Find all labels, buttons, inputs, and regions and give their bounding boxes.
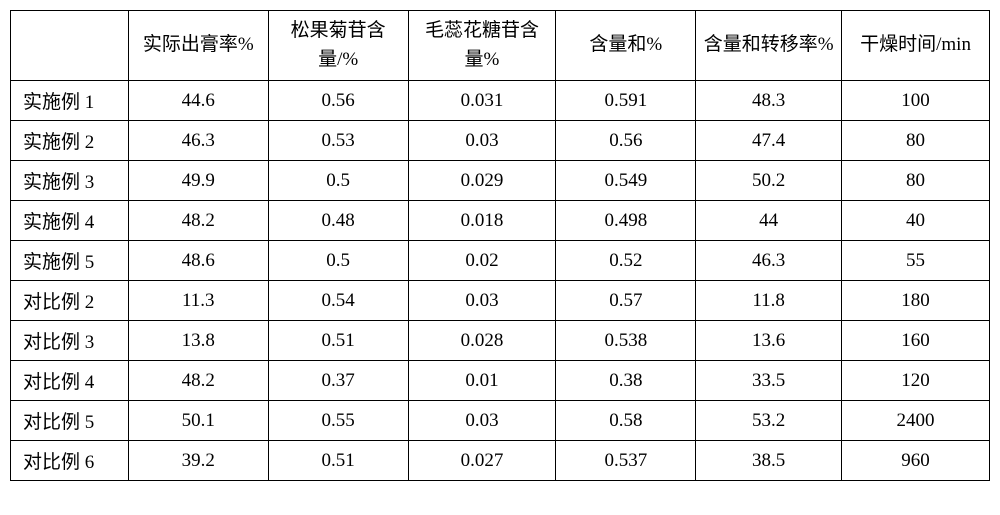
cell: 0.029 [408, 161, 556, 201]
cell: 80 [842, 161, 990, 201]
cell: 0.53 [268, 121, 408, 161]
header-cell-content-sum: 含量和% [556, 11, 696, 81]
row-label: 实施例 1 [11, 81, 129, 121]
row-label: 实施例 3 [11, 161, 129, 201]
cell: 50.1 [128, 401, 268, 441]
header-cell-transfer-rate: 含量和转移率% [696, 11, 842, 81]
header-cell-verbascoside: 毛蕊花糖苷含量% [408, 11, 556, 81]
cell: 13.8 [128, 321, 268, 361]
cell: 0.537 [556, 441, 696, 481]
table-row: 实施例 1 44.6 0.56 0.031 0.591 48.3 100 [11, 81, 990, 121]
cell: 180 [842, 281, 990, 321]
cell: 0.03 [408, 121, 556, 161]
cell: 0.51 [268, 441, 408, 481]
row-label: 实施例 5 [11, 241, 129, 281]
data-table: 实际出膏率% 松果菊苷含量/% 毛蕊花糖苷含量% 含量和% 含量和转移率% 干燥… [10, 10, 990, 481]
cell: 0.538 [556, 321, 696, 361]
cell: 2400 [842, 401, 990, 441]
table-row: 实施例 5 48.6 0.5 0.02 0.52 46.3 55 [11, 241, 990, 281]
cell: 44 [696, 201, 842, 241]
cell: 55 [842, 241, 990, 281]
header-cell-label [11, 11, 129, 81]
cell: 0.48 [268, 201, 408, 241]
cell: 0.55 [268, 401, 408, 441]
cell: 50.2 [696, 161, 842, 201]
cell: 48.6 [128, 241, 268, 281]
cell: 48.2 [128, 201, 268, 241]
row-label: 实施例 2 [11, 121, 129, 161]
table-row: 实施例 2 46.3 0.53 0.03 0.56 47.4 80 [11, 121, 990, 161]
header-cell-yield: 实际出膏率% [128, 11, 268, 81]
cell: 0.52 [556, 241, 696, 281]
cell: 0.54 [268, 281, 408, 321]
cell: 120 [842, 361, 990, 401]
cell: 0.03 [408, 401, 556, 441]
cell: 0.5 [268, 241, 408, 281]
cell: 0.03 [408, 281, 556, 321]
cell: 0.027 [408, 441, 556, 481]
cell: 0.498 [556, 201, 696, 241]
row-label: 对比例 3 [11, 321, 129, 361]
row-label: 对比例 5 [11, 401, 129, 441]
cell: 0.031 [408, 81, 556, 121]
cell: 0.018 [408, 201, 556, 241]
cell: 0.549 [556, 161, 696, 201]
cell: 0.38 [556, 361, 696, 401]
cell: 0.57 [556, 281, 696, 321]
cell: 0.5 [268, 161, 408, 201]
cell: 39.2 [128, 441, 268, 481]
cell: 46.3 [128, 121, 268, 161]
row-label: 对比例 4 [11, 361, 129, 401]
table-header-row: 实际出膏率% 松果菊苷含量/% 毛蕊花糖苷含量% 含量和% 含量和转移率% 干燥… [11, 11, 990, 81]
cell: 0.591 [556, 81, 696, 121]
table-body: 实施例 1 44.6 0.56 0.031 0.591 48.3 100 实施例… [11, 81, 990, 481]
row-label: 实施例 4 [11, 201, 129, 241]
table-row: 实施例 3 49.9 0.5 0.029 0.549 50.2 80 [11, 161, 990, 201]
table-row: 对比例 3 13.8 0.51 0.028 0.538 13.6 160 [11, 321, 990, 361]
cell: 0.028 [408, 321, 556, 361]
cell: 0.56 [556, 121, 696, 161]
cell: 0.58 [556, 401, 696, 441]
cell: 80 [842, 121, 990, 161]
cell: 47.4 [696, 121, 842, 161]
cell: 100 [842, 81, 990, 121]
cell: 13.6 [696, 321, 842, 361]
cell: 48.2 [128, 361, 268, 401]
table-row: 对比例 2 11.3 0.54 0.03 0.57 11.8 180 [11, 281, 990, 321]
cell: 0.01 [408, 361, 556, 401]
cell: 38.5 [696, 441, 842, 481]
table-row: 对比例 5 50.1 0.55 0.03 0.58 53.2 2400 [11, 401, 990, 441]
cell: 0.37 [268, 361, 408, 401]
cell: 49.9 [128, 161, 268, 201]
cell: 960 [842, 441, 990, 481]
header-cell-drying-time: 干燥时间/min [842, 11, 990, 81]
cell: 33.5 [696, 361, 842, 401]
row-label: 对比例 6 [11, 441, 129, 481]
table-row: 实施例 4 48.2 0.48 0.018 0.498 44 40 [11, 201, 990, 241]
table-row: 对比例 4 48.2 0.37 0.01 0.38 33.5 120 [11, 361, 990, 401]
cell: 40 [842, 201, 990, 241]
cell: 48.3 [696, 81, 842, 121]
cell: 0.51 [268, 321, 408, 361]
cell: 0.02 [408, 241, 556, 281]
row-label: 对比例 2 [11, 281, 129, 321]
cell: 44.6 [128, 81, 268, 121]
table-row: 对比例 6 39.2 0.51 0.027 0.537 38.5 960 [11, 441, 990, 481]
cell: 11.3 [128, 281, 268, 321]
header-cell-echinacoside: 松果菊苷含量/% [268, 11, 408, 81]
cell: 46.3 [696, 241, 842, 281]
cell: 53.2 [696, 401, 842, 441]
cell: 11.8 [696, 281, 842, 321]
cell: 160 [842, 321, 990, 361]
cell: 0.56 [268, 81, 408, 121]
